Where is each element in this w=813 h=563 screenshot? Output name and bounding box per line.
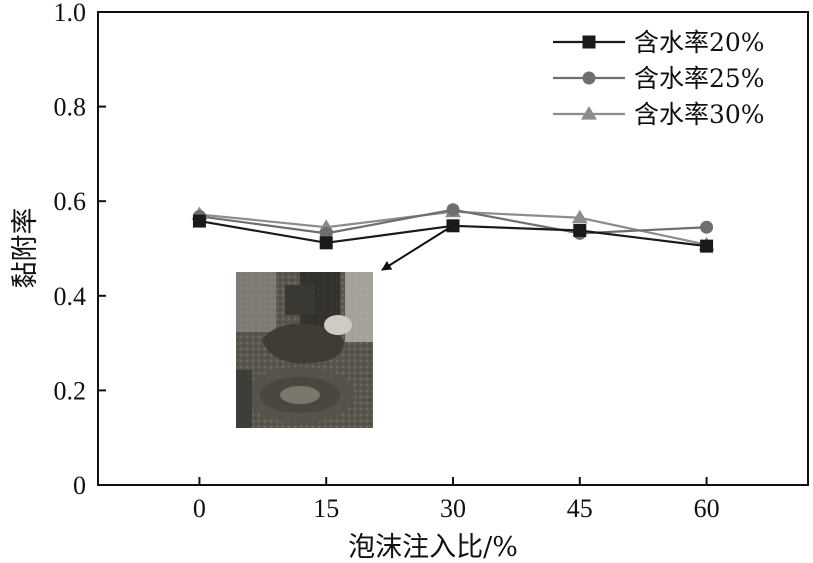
legend-label: 含水率20%	[634, 28, 765, 57]
legend-marker	[582, 35, 596, 49]
legend: 含水率20% 含水率25% 含水率30%	[553, 28, 765, 129]
legend-item: 含水率25%	[553, 64, 765, 93]
x-axis-label: 泡沫注入比/%	[348, 532, 518, 563]
data-point	[573, 224, 587, 238]
data-point	[446, 203, 460, 217]
x-tick-label: 45	[567, 494, 593, 523]
annotation-arrow	[381, 227, 450, 271]
data-point	[571, 209, 588, 224]
y-tick-label: 0.2	[54, 376, 87, 405]
y-tick-label: 0.6	[54, 187, 87, 216]
legend-marker	[582, 71, 596, 85]
y-tick-label: 0.8	[54, 93, 87, 122]
x-tick-label: 15	[313, 494, 339, 523]
data-point	[192, 214, 206, 228]
legend-item: 含水率30%	[553, 100, 765, 129]
x-tick-label: 30	[440, 494, 466, 523]
data-point	[446, 219, 460, 233]
series-layer	[191, 203, 715, 253]
inset-photo	[236, 272, 373, 428]
y-tick-label: 0.4	[54, 282, 87, 311]
legend-label: 含水率30%	[634, 100, 765, 129]
legend-marker	[581, 106, 597, 120]
y-axis-label: 黏附率	[10, 208, 41, 289]
legend-label: 含水率25%	[634, 64, 765, 93]
x-tick-label: 0	[193, 494, 206, 523]
data-point	[700, 220, 714, 234]
data-point	[319, 236, 333, 250]
y-tick-label: 1.0	[54, 0, 87, 27]
plot-axes: 0 15 30 45 60 0 0.2 0.4 0.6 0.8 1.0 泡沫注入比/% 黏附率	[10, 0, 809, 563]
legend-item: 含水率20%	[553, 28, 765, 57]
series-1	[192, 214, 714, 253]
x-tick-label: 60	[694, 494, 720, 523]
data-point	[700, 239, 714, 253]
y-tick-label: 0	[73, 471, 86, 500]
